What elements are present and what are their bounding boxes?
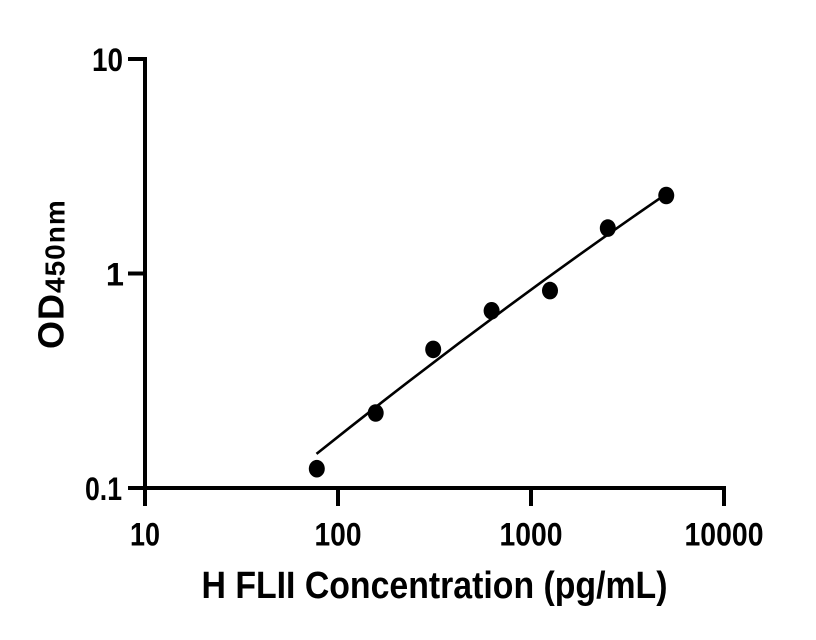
svg-text:10: 10 [130,517,160,553]
svg-text:10000: 10000 [685,517,764,553]
svg-text:H FLII Concentration (pg/mL): H FLII Concentration (pg/mL) [202,565,668,607]
svg-text:1000: 1000 [500,517,563,553]
svg-text:100: 100 [315,517,362,553]
svg-text:10: 10 [92,42,123,78]
svg-text:0.1: 0.1 [85,471,122,507]
svg-text:1: 1 [106,256,124,292]
